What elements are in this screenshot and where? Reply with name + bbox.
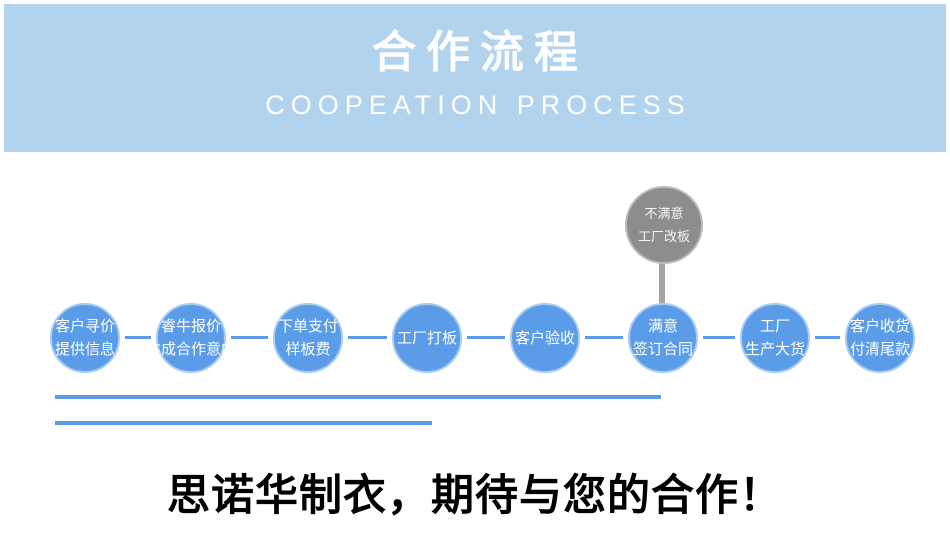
branch-label-line: 不满意 [644, 206, 684, 221]
banner-title: 合作流程 [372, 28, 588, 77]
underline-primary [55, 395, 661, 399]
step-label-line: 提供信息 [54, 341, 115, 358]
banner: 合作流程 COOPEATION PROCESS [4, 4, 946, 152]
flow-step-3-order-sample-fee: 下单支付 样板费 [273, 303, 343, 373]
step-label-line: 付清尾款 [849, 341, 910, 358]
connector-line [231, 336, 268, 339]
step-label-line: 达成合作意向 [146, 341, 237, 358]
branch-connector-line [659, 260, 665, 306]
step-label-line: 客户寻价 [54, 318, 115, 335]
branch-label-line: 工厂改板 [637, 229, 690, 244]
connector-line [815, 336, 840, 339]
flow-step-2-quotation: 睿牛报价 达成合作意向 [146, 303, 236, 373]
step-label-line: 睿牛报价 [160, 318, 221, 335]
flow-step-6-sign-contract: 满意 签订合同 [628, 303, 698, 373]
flow-step-5-customer-acceptance: 客户验收 [510, 303, 580, 373]
connector-line [585, 336, 623, 339]
step-label-line: 生产大货 [744, 341, 805, 358]
step-label-line: 样板费 [285, 341, 331, 358]
connector-line [348, 336, 387, 339]
branch-circle-dissatisfied: 不满意 工厂改板 [625, 186, 703, 264]
connector-line [467, 336, 505, 339]
step-label-line: 满意 [647, 318, 678, 335]
footer-slogan: 思诺华制衣，期待与您的合作！ [167, 473, 783, 520]
step-label-line: 客户收货 [849, 318, 910, 335]
step-label-line: 客户验收 [514, 329, 575, 347]
connector-line [703, 336, 735, 339]
connector-line [125, 336, 151, 339]
flow-step-1-inquiry: 客户寻价 提供信息 [50, 303, 120, 373]
flow-step-4-factory-sample: 工厂打板 [392, 303, 462, 373]
step-label-line: 签订合同 [632, 341, 693, 358]
banner-subtitle: COOPEATION PROCESS [265, 90, 691, 120]
underline-secondary [55, 421, 432, 425]
step-label-line: 工厂打板 [396, 329, 457, 347]
flow-step-8-receive-pay-balance: 客户收货 付清尾款 [845, 303, 915, 373]
step-label-line: 下单支付 [277, 318, 338, 335]
flow-step-7-bulk-production: 工厂 生产大货 [740, 303, 810, 373]
step-label-line: 工厂 [759, 318, 790, 335]
